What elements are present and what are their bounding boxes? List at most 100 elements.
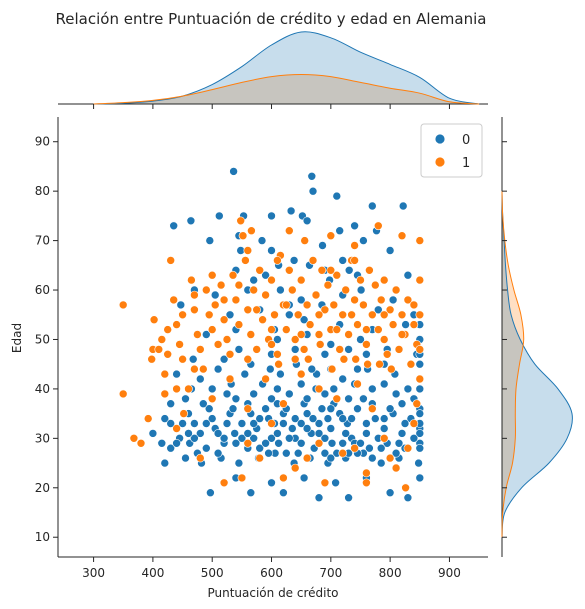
scatter-point-0 (344, 345, 353, 354)
top-marginal-density (58, 31, 488, 105)
scatter-point-1 (323, 280, 333, 290)
scatter-point-1 (397, 231, 407, 240)
scatter-point-1 (347, 310, 356, 320)
scatter-point-0 (207, 414, 217, 423)
scatter-point-0 (307, 172, 317, 181)
scatter-point-1 (290, 463, 300, 473)
scatter-point-0 (267, 433, 276, 443)
scatter-point-1 (375, 359, 384, 369)
scatter-point-1 (350, 295, 359, 305)
scatter-point-1 (190, 305, 199, 315)
scatter-point-1 (332, 270, 342, 280)
scatter-point-1 (314, 438, 324, 448)
scatter-point-0 (267, 211, 276, 221)
scatter-point-0 (181, 453, 190, 463)
scatter-point-0 (379, 424, 389, 433)
scatter-point-1 (118, 300, 128, 310)
scatter-point-0 (353, 404, 362, 414)
scatter-point-0 (261, 438, 270, 448)
scatter-point-1 (207, 270, 217, 280)
scatter-point-0 (385, 488, 395, 498)
scatter-point-0 (229, 167, 238, 176)
scatter-point-1 (351, 354, 361, 364)
scatter-point-1 (394, 345, 404, 354)
y-tick-label: 20 (35, 481, 50, 495)
scatter-point-1 (353, 320, 362, 329)
top-density-fill-0 (93, 31, 480, 105)
scatter-point-1 (412, 399, 422, 409)
scatter-point-1 (311, 290, 321, 300)
scatter-point-0 (299, 315, 309, 325)
scatter-point-1 (320, 478, 330, 488)
scatter-point-0 (302, 424, 312, 433)
scatter-point-1 (373, 221, 383, 231)
top-density-line-1 (93, 73, 480, 105)
scatter-point-0 (338, 256, 348, 265)
scatter-point-1 (207, 325, 217, 334)
scatter-point-1 (243, 246, 253, 255)
scatter-point-1 (296, 369, 306, 379)
scatter-point-1 (118, 389, 128, 399)
scatter-point-0 (338, 438, 348, 448)
scatter-point-0 (302, 216, 312, 226)
scatter-point-1 (317, 265, 327, 275)
scatter-point-0 (160, 458, 170, 468)
scatter-point-1 (314, 384, 324, 394)
scatter-point-0 (326, 453, 336, 463)
scatter-point-1 (238, 231, 248, 240)
scatter-point-1 (255, 453, 265, 463)
scatter-point-0 (391, 389, 401, 399)
scatter-point-0 (267, 394, 276, 404)
right-density-line-0 (501, 191, 573, 538)
scatter-point-1 (376, 295, 386, 305)
scatter-point-0 (318, 241, 327, 250)
scatter-point-0 (401, 320, 410, 329)
scatter-point-0 (249, 419, 258, 428)
scatter-point-0 (279, 488, 288, 498)
scatter-point-1 (199, 364, 208, 374)
scatter-point-1 (213, 340, 223, 349)
scatter-point-0 (344, 265, 354, 275)
scatter-point-0 (199, 399, 208, 409)
scatter-point-1 (190, 364, 199, 374)
scatter-point-1 (163, 325, 172, 334)
scatter-point-0 (296, 379, 306, 389)
scatter-point-0 (302, 394, 312, 404)
scatter-point-1 (353, 379, 362, 389)
scatter-point-1 (204, 310, 214, 320)
scatter-point-0 (228, 404, 238, 414)
scatter-point-0 (341, 429, 351, 438)
scatter-point-1 (287, 285, 297, 295)
scatter-point-0 (286, 206, 296, 216)
scatter-point-0 (308, 186, 318, 196)
scatter-point-1 (302, 453, 312, 463)
scatter-point-1 (157, 335, 167, 344)
scatter-point-1 (163, 349, 172, 359)
scatter-point-0 (320, 349, 330, 359)
scatter-point-0 (385, 246, 395, 255)
x-tick-label: 800 (379, 566, 402, 580)
scatter-point-0 (231, 438, 241, 448)
scatter-point-0 (394, 438, 404, 448)
y-tick-label: 10 (35, 530, 50, 544)
scatter-point-0 (267, 246, 276, 255)
scatter-point-0 (190, 433, 199, 443)
scatter-point-0 (157, 438, 167, 448)
scatter-point-1 (178, 310, 187, 320)
scatter-point-1 (362, 468, 371, 478)
scatter-point-0 (255, 443, 265, 453)
scatter-point-1 (273, 349, 282, 359)
scatter-point-1 (202, 285, 211, 295)
scatter-point-1 (370, 280, 380, 290)
scatter-point-1 (255, 265, 265, 275)
scatter-point-1 (136, 438, 146, 448)
top-density-fill-1 (93, 74, 480, 104)
scatter-point-0 (296, 295, 306, 305)
scatter-point-0 (190, 419, 199, 428)
scatter-point-0 (219, 433, 229, 443)
scatter-point-1 (149, 315, 159, 325)
scatter-point-0 (213, 448, 223, 458)
scatter-point-0 (178, 419, 187, 428)
x-axis-title: Puntuación de crédito (207, 586, 338, 600)
scatter-point-0 (344, 493, 353, 503)
